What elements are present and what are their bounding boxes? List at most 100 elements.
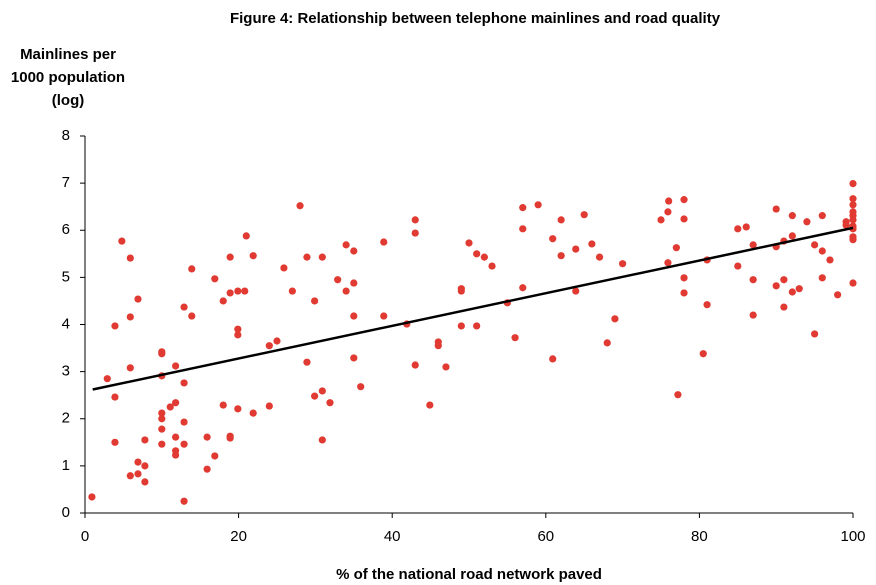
- x-tick-label: 80: [691, 528, 708, 545]
- point: [118, 237, 126, 245]
- point: [180, 418, 188, 426]
- point: [380, 312, 388, 320]
- point: [488, 262, 496, 270]
- point: [265, 342, 273, 350]
- point: [158, 350, 166, 358]
- point: [849, 195, 857, 203]
- point: [480, 253, 488, 261]
- point: [780, 276, 788, 284]
- point: [357, 383, 365, 391]
- point: [557, 252, 565, 260]
- point: [172, 451, 180, 459]
- point: [234, 287, 242, 295]
- point: [234, 325, 242, 333]
- point: [457, 287, 465, 295]
- point: [595, 253, 604, 261]
- y-tick-label: 8: [62, 127, 70, 144]
- point: [166, 403, 174, 411]
- point: [380, 238, 388, 246]
- point: [849, 212, 857, 220]
- point: [126, 472, 134, 480]
- point: [572, 287, 580, 295]
- point: [134, 470, 142, 478]
- point: [603, 339, 611, 347]
- point: [141, 478, 149, 486]
- point: [234, 331, 242, 339]
- point: [226, 253, 234, 261]
- point: [818, 247, 826, 255]
- point: [772, 205, 780, 213]
- point: [795, 285, 803, 293]
- point: [434, 342, 442, 350]
- point: [549, 235, 557, 243]
- point: [318, 387, 326, 395]
- point: [411, 361, 419, 369]
- point: [226, 289, 234, 297]
- point: [350, 279, 358, 287]
- point: [674, 391, 682, 399]
- point: [664, 259, 672, 267]
- point: [826, 256, 834, 264]
- point: [519, 204, 527, 212]
- point: [158, 409, 166, 417]
- point: [457, 322, 465, 330]
- point: [303, 358, 311, 366]
- point: [426, 401, 434, 409]
- point: [680, 196, 688, 204]
- y-tick-label: 3: [62, 363, 70, 380]
- point: [519, 284, 527, 292]
- point: [326, 399, 334, 407]
- point: [734, 225, 742, 233]
- point: [572, 245, 580, 253]
- point: [141, 436, 149, 444]
- point: [342, 241, 350, 249]
- point: [588, 240, 596, 248]
- point: [311, 297, 319, 305]
- point: [141, 462, 149, 470]
- point: [672, 244, 680, 252]
- point: [780, 303, 788, 311]
- x-axis-label: % of the national road network paved: [336, 566, 602, 583]
- point: [265, 402, 273, 410]
- point: [172, 433, 180, 441]
- point: [749, 276, 757, 284]
- point: [134, 295, 142, 303]
- point: [811, 241, 819, 249]
- point: [849, 201, 857, 209]
- point: [103, 375, 111, 383]
- y-tick-label: 6: [62, 221, 70, 238]
- point: [619, 260, 627, 268]
- point: [818, 274, 826, 282]
- point: [749, 241, 757, 249]
- point: [811, 330, 819, 338]
- y-tick-label: 1: [62, 457, 70, 474]
- point: [680, 274, 688, 282]
- point: [549, 355, 557, 363]
- point: [442, 363, 450, 371]
- point: [172, 399, 180, 407]
- point: [350, 354, 358, 362]
- point: [158, 415, 166, 423]
- x-tick-label: 100: [840, 528, 865, 545]
- point: [657, 216, 665, 224]
- point: [849, 279, 857, 287]
- y-tick-label: 7: [62, 174, 70, 191]
- point: [665, 197, 673, 205]
- point: [664, 208, 672, 216]
- y-tick-label: 2: [62, 410, 70, 427]
- point: [703, 301, 711, 309]
- point: [158, 425, 166, 433]
- point: [242, 232, 250, 240]
- point: [318, 436, 326, 444]
- point: [834, 291, 842, 299]
- point: [219, 401, 227, 409]
- x-tick-label: 0: [81, 528, 89, 545]
- point: [342, 287, 350, 295]
- point: [111, 438, 119, 446]
- point: [734, 262, 742, 270]
- point: [803, 218, 811, 226]
- point: [249, 409, 257, 417]
- point: [249, 252, 257, 260]
- point: [303, 253, 311, 261]
